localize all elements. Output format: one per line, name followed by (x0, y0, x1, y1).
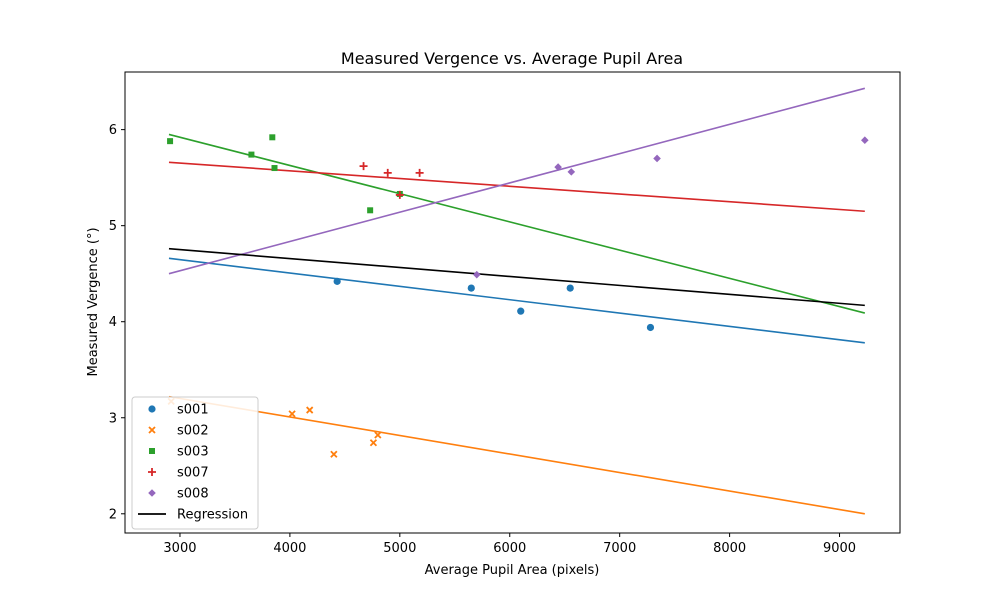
x-tick-label: 4000 (273, 541, 306, 556)
data-point-s007 (395, 190, 404, 199)
data-point-s001 (333, 277, 341, 285)
legend-swatch-s002 (148, 426, 156, 434)
y-tick-label: 2 (109, 507, 117, 522)
data-point-s001 (646, 323, 655, 332)
data-point-s008 (567, 168, 576, 176)
fit-line-s002 (168, 395, 865, 515)
data-point-s001 (517, 307, 525, 315)
legend-label-s002: s002 (177, 424, 209, 439)
data-point-s002 (374, 431, 382, 439)
x-tick-label: 5000 (383, 541, 416, 556)
legend-label-s003: s003 (177, 445, 209, 460)
data-point-s003 (167, 138, 174, 145)
regression-line (168, 247, 865, 307)
y-tick-label: 5 (109, 219, 117, 234)
legend-label-s008: s008 (177, 487, 209, 502)
data-point-s001 (566, 284, 574, 292)
y-axis-label: Measured Vergence (°) (86, 227, 101, 376)
data-point-s008 (653, 154, 661, 163)
data-point-s007 (359, 162, 368, 171)
legend-label-s007: s007 (177, 466, 209, 481)
x-tick-label: 9000 (823, 541, 856, 556)
x-tick-label: 6000 (493, 541, 526, 556)
y-tick-label: 6 (109, 123, 117, 138)
data-point-s003 (248, 151, 255, 158)
legend-swatch-s007 (148, 468, 156, 476)
legend: s001 s002 s003 s007 s008 Regression (131, 396, 259, 530)
data-point-s008 (861, 136, 869, 144)
y-tick-label: 3 (109, 411, 117, 426)
data-point-s002 (330, 450, 338, 458)
data-point-s002 (369, 439, 378, 447)
data-point-s008 (472, 270, 481, 279)
legend-swatch-s003 (149, 448, 155, 454)
x-tick-label: 3000 (163, 541, 196, 556)
x-tick-label: 7000 (603, 541, 636, 556)
data-point-s007 (383, 168, 392, 177)
data-point-s001 (467, 284, 475, 292)
legend-swatch-s001 (148, 405, 156, 413)
legend-box (131, 396, 259, 530)
data-point-s007 (415, 168, 424, 177)
legend-label-Regression: Regression (177, 508, 248, 523)
data-point-s002 (288, 410, 296, 418)
data-point-s008 (554, 163, 562, 171)
x-axis: 3000 4000 5000 6000 7000 8000 9000 (163, 533, 856, 556)
chart-title: Measured Vergence vs. Average Pupil Area (341, 49, 683, 68)
legend-label-s001: s001 (177, 403, 209, 418)
data-point-s002 (306, 406, 314, 414)
data-point-s003 (269, 134, 276, 141)
x-axis-label: Average Pupil Area (pixels) (425, 563, 600, 578)
fit-line-s008 (168, 87, 866, 275)
plot-area (167, 87, 869, 515)
fit-line-s001 (168, 257, 865, 344)
data-point-s003 (367, 207, 374, 214)
x-tick-label: 8000 (713, 541, 746, 556)
data-point-s003 (271, 165, 278, 172)
fit-line-s003 (168, 133, 866, 314)
fit-line-s007 (168, 161, 865, 213)
y-tick-label: 4 (109, 315, 117, 330)
y-axis: 2 3 4 5 6 (109, 123, 125, 522)
legend-swatch-s008 (148, 489, 156, 497)
plot-frame (124, 71, 901, 534)
